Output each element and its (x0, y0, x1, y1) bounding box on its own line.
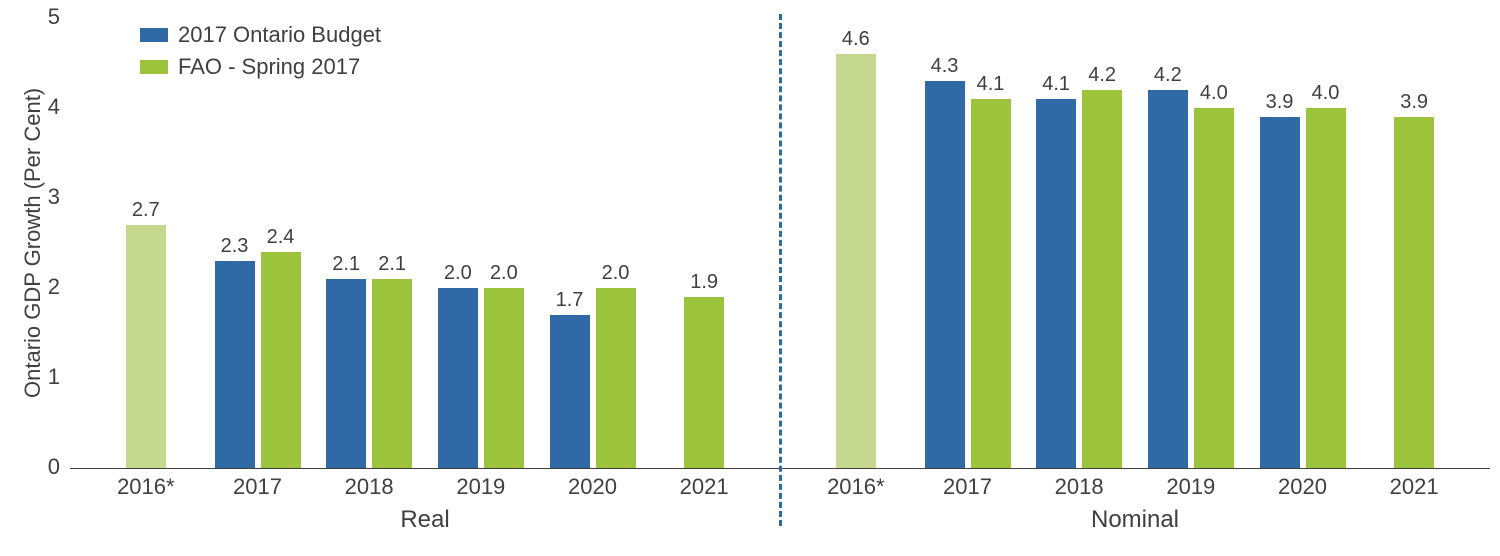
category-label: 2020 (537, 474, 649, 500)
y-tick-label: 4 (30, 94, 60, 120)
y-tick-label: 5 (30, 4, 60, 30)
bar-value-label: 4.6 (828, 28, 884, 51)
bar-budget (438, 288, 478, 468)
y-axis-title: Ontario GDP Growth (Per Cent) (20, 88, 46, 398)
legend-swatch (140, 28, 168, 42)
category-label: 2017 (912, 474, 1024, 500)
category-label: 2018 (1023, 474, 1135, 500)
bar-value-label: 1.7 (542, 289, 598, 312)
legend-swatch (140, 60, 168, 74)
category-label: 2019 (425, 474, 537, 500)
bar-value-label: 3.9 (1386, 91, 1442, 114)
legend-item: FAO - Spring 2017 (140, 54, 381, 80)
bar-value-label: 2.1 (364, 253, 420, 276)
category-label: 2020 (1247, 474, 1359, 500)
legend: 2017 Ontario Budget FAO - Spring 2017 (140, 22, 381, 80)
category-label: 2016* (90, 474, 202, 500)
category-label: 2018 (313, 474, 425, 500)
category-label: 2021 (1358, 474, 1470, 500)
bar-fao (1394, 117, 1434, 468)
panel-label: Nominal (780, 506, 1490, 534)
category-label: 2016* (800, 474, 912, 500)
bar-fao (596, 288, 636, 468)
y-tick-label: 0 (30, 454, 60, 480)
bar-budget (1036, 99, 1076, 468)
bar-budget (1260, 117, 1300, 468)
bar-value-label: 4.0 (1298, 82, 1354, 105)
bar-budget (550, 315, 590, 468)
category-label: 2017 (202, 474, 314, 500)
legend-item: 2017 Ontario Budget (140, 22, 381, 48)
panel-label: Real (70, 506, 780, 534)
bar-value-label: 2.0 (588, 262, 644, 285)
bar-value-label: 1.9 (676, 271, 732, 294)
bar-budget (326, 279, 366, 468)
panel-divider (779, 14, 782, 526)
bar-value-label: 2.0 (476, 262, 532, 285)
bar-fao (684, 297, 724, 468)
category-label: 2019 (1135, 474, 1247, 500)
bar-value-label: 2.4 (253, 226, 309, 249)
bar-budget (215, 261, 255, 468)
bar-fao (1194, 108, 1234, 468)
bar-fao (971, 99, 1011, 468)
bar-fao (261, 252, 301, 468)
bar-fao (126, 225, 166, 468)
bar-fao (1306, 108, 1346, 468)
y-tick-label: 1 (30, 364, 60, 390)
bar-budget (1148, 90, 1188, 468)
gdp-growth-chart: Ontario GDP Growth (Per Cent) 0 1 2 3 4 5 2017 … (0, 0, 1500, 556)
bar-value-label: 2.7 (118, 199, 174, 222)
bar-budget (925, 81, 965, 468)
legend-label: 2017 Ontario Budget (178, 22, 381, 48)
bar-fao (836, 54, 876, 468)
y-tick-label: 2 (30, 274, 60, 300)
category-label: 2021 (648, 474, 760, 500)
bar-fao (1082, 90, 1122, 468)
bar-value-label: 4.2 (1074, 64, 1130, 87)
bar-fao (372, 279, 412, 468)
bar-fao (484, 288, 524, 468)
bar-value-label: 4.0 (1186, 82, 1242, 105)
y-tick-label: 3 (30, 184, 60, 210)
legend-label: FAO - Spring 2017 (178, 54, 360, 80)
bar-value-label: 4.1 (963, 73, 1019, 96)
